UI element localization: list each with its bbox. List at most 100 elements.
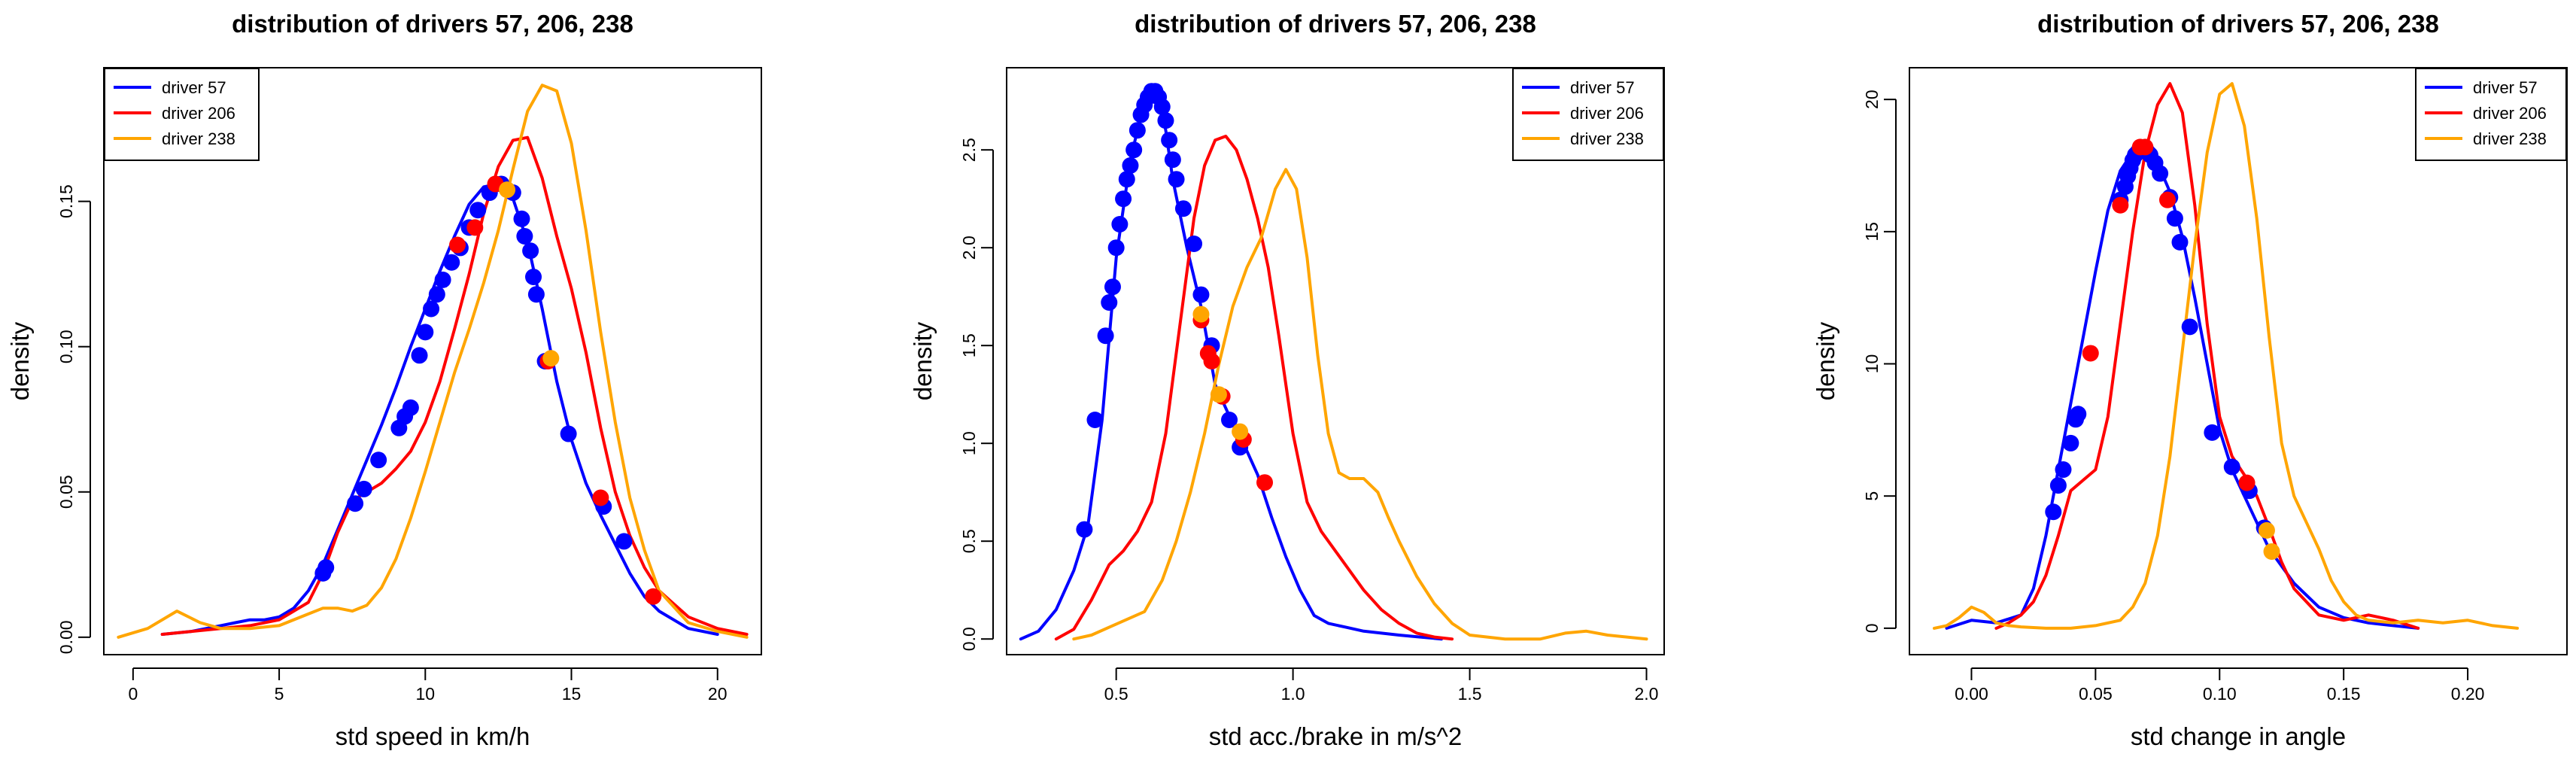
series-line-driver-206 [1994, 82, 2420, 630]
chart-title: distribution of drivers 57, 206, 238 [2037, 10, 2439, 38]
data-point-driver-238 [1192, 306, 1210, 323]
data-point-driver-57 [434, 271, 451, 288]
data-point-driver-57 [1153, 99, 1171, 115]
y-tick-label: 0 [1862, 623, 1882, 633]
x-tick-label: 0.00 [1955, 684, 1988, 704]
y-tick-label: 0.0 [959, 627, 979, 651]
data-point-driver-206 [2238, 474, 2256, 491]
series-line-driver-238 [1933, 82, 2519, 630]
x-tick-label: 5 [275, 684, 284, 704]
data-point-driver-57 [411, 347, 428, 364]
data-point-driver-57 [469, 202, 487, 219]
y-tick-label: 0.5 [959, 529, 979, 553]
series-line-driver-238 [1072, 168, 1648, 641]
data-point-driver-57 [1192, 286, 1210, 303]
x-tick-label: 0.15 [2327, 684, 2361, 704]
legend-label-driver-238: driver 238 [162, 129, 235, 148]
data-point-driver-238 [2263, 543, 2280, 560]
data-point-driver-57 [1122, 157, 1139, 174]
data-point-driver-57 [317, 559, 335, 576]
data-point-driver-206 [2159, 191, 2177, 208]
x-axis-label: std change in angle [2131, 722, 2346, 750]
chart-title: distribution of drivers 57, 206, 238 [232, 10, 633, 38]
data-point-driver-57 [615, 533, 633, 550]
y-axis-label: density [909, 321, 937, 400]
data-point-driver-57 [525, 269, 542, 286]
data-point-driver-57 [1168, 171, 1185, 188]
data-point-driver-57 [1111, 216, 1129, 233]
data-point-driver-57 [1101, 294, 1118, 311]
legend: driver 57 driver 206 driver 238 [1512, 68, 1664, 161]
data-point-driver-57 [2070, 406, 2087, 423]
data-point-driver-57 [1161, 132, 1178, 149]
data-point-driver-57 [513, 210, 530, 227]
data-point-driver-57 [2181, 318, 2198, 336]
x-tick-label: 2.0 [1635, 684, 1659, 704]
chart-panel-1: distribution of drivers 57, 206, 238 0 5 10… [6, 10, 762, 750]
y-tick-label: 20 [1862, 90, 1882, 109]
data-point-driver-57 [1221, 412, 1238, 428]
data-point-driver-206 [645, 588, 662, 605]
data-point-driver-206 [2082, 345, 2099, 362]
data-point-driver-57 [1174, 200, 1192, 217]
x-tick-label: 1.5 [1458, 684, 1482, 704]
y-tick-label: 0.10 [56, 330, 76, 363]
data-point-driver-206 [449, 236, 466, 254]
data-point-driver-57 [1097, 327, 1114, 345]
data-point-driver-57 [1186, 236, 1203, 252]
y-tick-label: 1.5 [959, 333, 979, 357]
series-line-driver-206 [160, 135, 749, 636]
series-line-driver-238 [117, 84, 749, 639]
data-point-driver-57 [2166, 210, 2183, 227]
data-point-driver-57 [2049, 477, 2067, 494]
data-point-driver-57 [2171, 233, 2189, 251]
data-point-driver-57 [2062, 434, 2079, 451]
data-point-driver-57 [443, 254, 460, 271]
data-point-driver-57 [560, 425, 577, 442]
y-axis-label: density [6, 321, 34, 400]
legend-label-driver-57: driver 57 [2473, 78, 2538, 97]
chart-panel-2: distribution of drivers 57, 206, 238 0.5 1… [909, 10, 1665, 750]
legend-label-driver-206: driver 206 [2473, 104, 2547, 123]
data-point-driver-57 [2152, 165, 2169, 182]
y-tick-label: 0.00 [56, 620, 76, 654]
x-tick-label: 0.05 [2079, 684, 2113, 704]
data-point-driver-57 [402, 399, 419, 416]
data-point-driver-57 [516, 227, 533, 245]
data-point-driver-238 [1232, 423, 1249, 440]
x-tick-label: 10 [415, 684, 435, 704]
data-point-driver-57 [2055, 461, 2072, 479]
data-point-driver-57 [1157, 112, 1174, 129]
data-point-driver-57 [1118, 171, 1135, 188]
x-tick-label: 1.0 [1281, 684, 1305, 704]
y-tick-label: 0.05 [56, 475, 76, 509]
data-point-driver-206 [1203, 353, 1220, 369]
legend-label-driver-206: driver 206 [162, 104, 235, 123]
data-point-driver-206 [2112, 196, 2129, 214]
chart-title: distribution of drivers 57, 206, 238 [1135, 10, 1536, 38]
data-point-driver-238 [1210, 386, 1227, 403]
data-point-driver-57 [423, 300, 440, 318]
y-tick-label: 5 [1862, 491, 1882, 501]
data-point-driver-57 [2045, 503, 2062, 521]
series-line-driver-206 [1054, 135, 1454, 641]
data-point-driver-206 [592, 489, 609, 506]
series-line-driver-57 [160, 182, 719, 636]
data-point-driver-57 [2223, 458, 2240, 476]
y-axis-label: density [1812, 321, 1839, 400]
data-point-driver-57 [1076, 521, 1093, 538]
plot-frame [103, 67, 762, 655]
data-point-driver-57 [428, 286, 445, 303]
data-point-driver-238 [499, 181, 516, 199]
x-tick-label: 0.10 [2203, 684, 2237, 704]
data-point-driver-57 [1125, 141, 1143, 159]
x-tick-label: 0.5 [1104, 684, 1129, 704]
series-line-driver-57 [1019, 90, 1443, 641]
x-tick-label: 20 [708, 684, 728, 704]
data-point-driver-206 [466, 219, 484, 236]
data-point-driver-57 [347, 495, 364, 512]
plot-frame [1006, 67, 1665, 655]
y-tick-label: 0.15 [56, 184, 76, 218]
plot-frame [1909, 67, 2568, 655]
